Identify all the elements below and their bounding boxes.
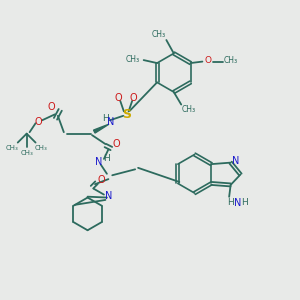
Text: O: O (35, 117, 42, 127)
Polygon shape (94, 124, 109, 133)
Text: CH₃: CH₃ (224, 56, 238, 65)
Text: O: O (112, 139, 120, 149)
Text: N: N (107, 117, 115, 127)
Text: CH₃: CH₃ (182, 105, 196, 114)
Text: N: N (105, 191, 112, 201)
Text: O: O (47, 103, 55, 112)
Text: H: H (227, 198, 234, 207)
Text: O: O (115, 93, 123, 103)
Text: H: H (241, 198, 248, 207)
Text: H: H (102, 114, 109, 123)
Text: S: S (122, 108, 131, 121)
Text: CH₃: CH₃ (6, 145, 19, 151)
Text: O: O (97, 175, 105, 185)
Text: N: N (232, 156, 240, 166)
Text: O: O (130, 93, 137, 103)
Text: CH₃: CH₃ (20, 150, 33, 156)
Text: CH₃: CH₃ (126, 55, 140, 64)
Text: N: N (234, 198, 242, 208)
Text: O: O (204, 56, 211, 65)
Text: CH₃: CH₃ (152, 31, 166, 40)
Text: N: N (95, 157, 102, 167)
Text: H: H (103, 154, 110, 164)
Text: CH₃: CH₃ (34, 145, 47, 151)
